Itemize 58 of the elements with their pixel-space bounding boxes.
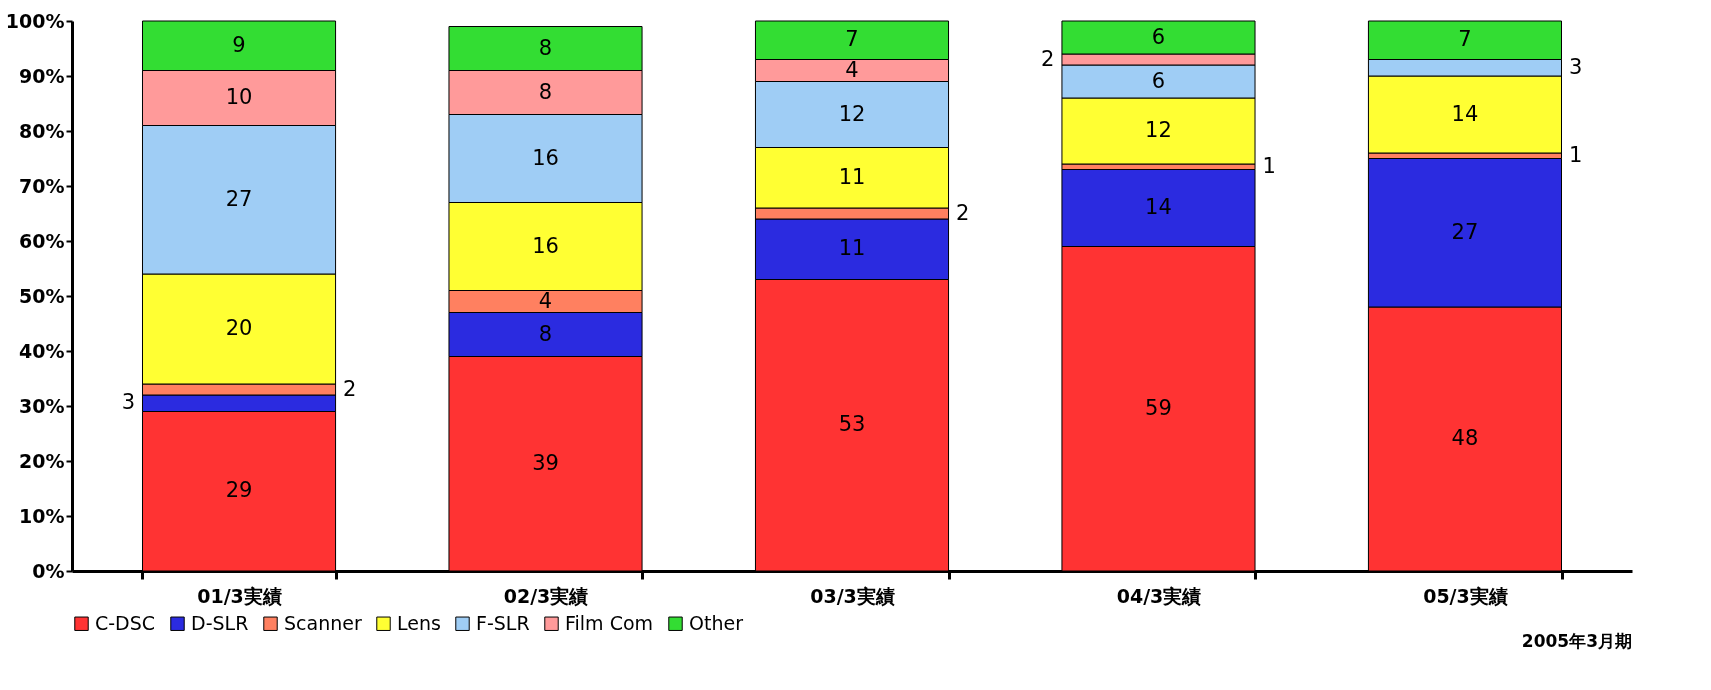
data-label: 6 — [1151, 68, 1166, 93]
x-tick-label: 01/3実績 — [197, 584, 282, 607]
data-label: 11 — [838, 236, 866, 261]
data-label: 48 — [1451, 426, 1479, 450]
y-tick-label: 10% — [19, 504, 65, 527]
legend-label: C-DSC — [95, 611, 156, 634]
y-tick-label: 60% — [19, 229, 65, 252]
data-label: 2 — [956, 200, 970, 225]
y-tick-label: 0% — [32, 559, 65, 582]
y-tick-label: 90% — [19, 64, 65, 87]
x-tick-label: 05/3実績 — [1423, 584, 1508, 607]
data-label: 8 — [538, 35, 553, 60]
data-label: 16 — [532, 233, 559, 258]
data-label: 7 — [845, 27, 859, 52]
data-label: 2 — [1041, 46, 1055, 71]
x-tick-label: 04/3実績 — [1116, 584, 1202, 607]
data-label: 12 — [1145, 118, 1172, 142]
y-tick-label: 80% — [19, 119, 65, 142]
x-tick-label: 03/3実績 — [810, 584, 895, 607]
legend-label: Scanner — [284, 611, 362, 634]
data-label: 59 — [1145, 395, 1172, 420]
data-label: 10 — [225, 85, 253, 109]
data-label: 29 — [225, 478, 253, 503]
legend-label: F-SLR — [476, 611, 530, 634]
data-label: 3 — [121, 390, 136, 415]
data-label: 20 — [225, 316, 253, 340]
data-label: 27 — [225, 186, 253, 211]
x-tick-label: 02/3実績 — [503, 584, 589, 607]
data-label: 4 — [538, 288, 553, 313]
data-label: 53 — [838, 412, 866, 437]
data-label: 7 — [1458, 27, 1472, 52]
y-tick-label: 100% — [5, 9, 65, 32]
y-tick-label: 40% — [19, 339, 65, 362]
data-label: 2 — [343, 376, 357, 401]
data-label: 14 — [1145, 195, 1172, 219]
data-label: 8 — [538, 79, 553, 104]
data-label: 12 — [838, 101, 866, 126]
data-label: 1 — [1568, 142, 1583, 167]
text: 2005年3月期 — [1521, 631, 1632, 651]
data-label: 3 — [1568, 54, 1583, 79]
legend-label: Other — [689, 611, 744, 634]
y-tick-label: 70% — [19, 174, 65, 197]
y-tick-label: 20% — [19, 449, 65, 472]
data-label: 39 — [532, 450, 559, 475]
y-tick-label: 30% — [19, 394, 65, 417]
legend-label: Lens — [397, 611, 441, 634]
data-label: 27 — [1451, 219, 1479, 244]
data-label: 6 — [1151, 24, 1166, 49]
legend-label: D-SLR — [191, 611, 249, 634]
y-tick-label: 50% — [19, 284, 65, 307]
data-label: 16 — [532, 145, 559, 170]
data-label: 11 — [838, 164, 866, 189]
data-label: 14 — [1451, 101, 1479, 126]
legend-label: Film Com — [565, 611, 654, 634]
data-label: 8 — [538, 321, 553, 346]
data-label: 4 — [845, 57, 859, 82]
data-label: 9 — [232, 32, 246, 57]
data-label: 1 — [1262, 153, 1276, 178]
